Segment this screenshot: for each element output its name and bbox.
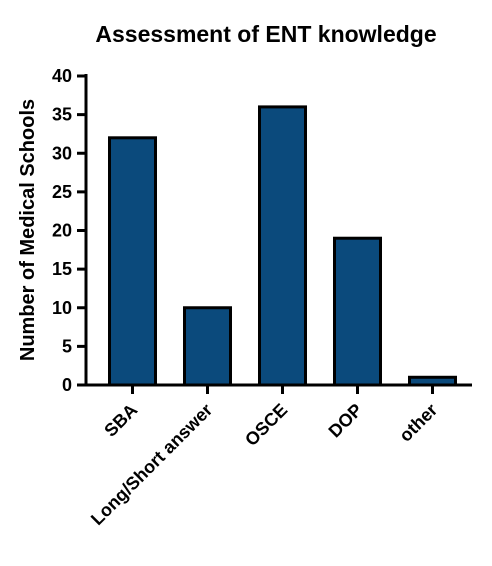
y-tick-label: 20 bbox=[52, 221, 72, 241]
y-tick-label: 25 bbox=[52, 182, 72, 202]
y-tick-label: 30 bbox=[52, 143, 72, 163]
y-tick-label: 40 bbox=[52, 66, 72, 86]
bar-long-short-answer bbox=[183, 306, 232, 387]
y-tick-label: 5 bbox=[62, 336, 72, 356]
x-category-label: DOP bbox=[325, 400, 367, 442]
x-category-label: SBA bbox=[100, 400, 141, 441]
chart-title: Assessment of ENT knowledge bbox=[95, 21, 436, 47]
bar-dop bbox=[333, 236, 382, 387]
y-tick-label: 15 bbox=[52, 259, 72, 279]
x-category-label: other bbox=[395, 400, 441, 446]
y-tick-label: 10 bbox=[52, 298, 72, 318]
x-category-label: Long/Short answer bbox=[87, 400, 216, 529]
y-axis-label: Number of Medical Schools bbox=[17, 99, 39, 361]
bar-osce bbox=[258, 105, 307, 387]
y-tick-label: 35 bbox=[52, 105, 72, 125]
x-category-label: OSCE bbox=[241, 400, 291, 450]
y-tick-label: 0 bbox=[62, 375, 72, 395]
bar-sba bbox=[108, 136, 157, 387]
